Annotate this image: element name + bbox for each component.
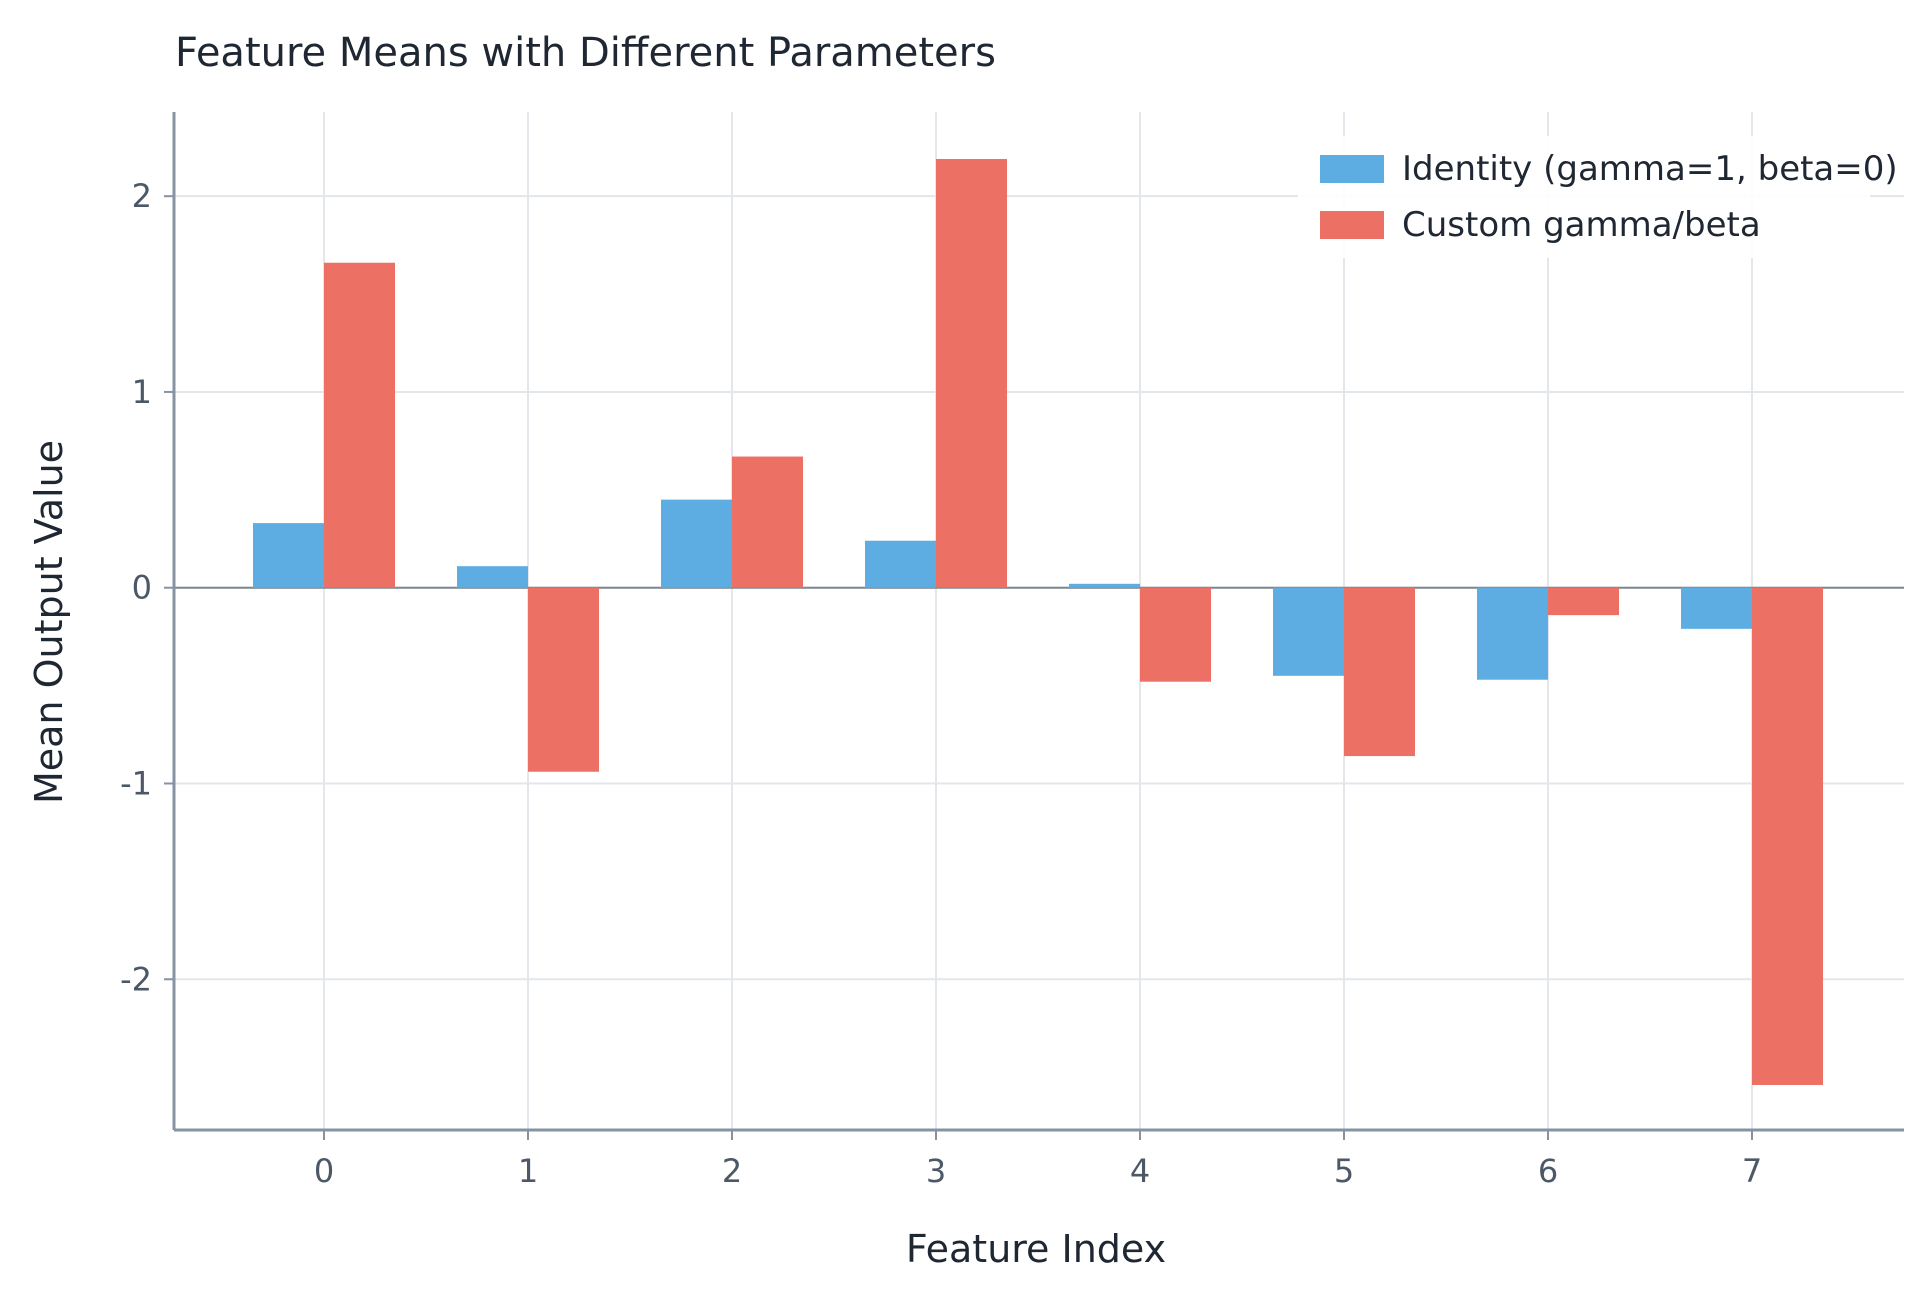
- legend-label-custom: Custom gamma/beta: [1402, 205, 1761, 245]
- y-tick-label: -2: [120, 960, 152, 998]
- y-axis-label: Mean Output Value: [27, 440, 71, 804]
- legend-swatch-identity: [1320, 155, 1384, 183]
- bar-custom-5: [1344, 587, 1415, 757]
- bar-identity-2: [661, 499, 732, 588]
- bar-identity-6: [1477, 587, 1548, 680]
- y-tick-label: 2: [132, 177, 152, 215]
- grid: [174, 112, 1904, 1130]
- x-tick-label: 2: [722, 1152, 742, 1190]
- bar-custom-3: [936, 158, 1007, 588]
- x-tick-label: 6: [1538, 1152, 1558, 1190]
- y-ticks: -2 -1 0 1 2: [120, 177, 174, 998]
- x-axis-label: Feature Index: [906, 1227, 1166, 1271]
- y-tick-label: -1: [120, 764, 152, 802]
- legend: Identity (gamma=1, beta=0) Custom gamma/…: [1298, 136, 1898, 258]
- x-ticks: 0 1 2 3 4 5 6 7: [314, 1130, 1762, 1190]
- y-tick-label: 1: [132, 373, 152, 411]
- bars: [253, 158, 1823, 1085]
- legend-label-identity: Identity (gamma=1, beta=0): [1402, 149, 1898, 189]
- bar-custom-7: [1752, 587, 1823, 1085]
- bar-identity-7: [1681, 587, 1752, 629]
- bar-identity-3: [865, 540, 936, 588]
- bar-custom-6: [1548, 587, 1619, 616]
- bar-custom-2: [732, 456, 803, 588]
- bar-identity-1: [457, 566, 528, 588]
- x-tick-label: 3: [926, 1152, 946, 1190]
- bar-custom-0: [324, 262, 395, 588]
- legend-swatch-custom: [1320, 211, 1384, 239]
- x-tick-label: 5: [1334, 1152, 1354, 1190]
- x-tick-label: 0: [314, 1152, 334, 1190]
- bar-custom-4: [1140, 587, 1211, 682]
- bar-identity-0: [253, 523, 324, 588]
- bar-identity-4: [1069, 583, 1140, 588]
- chart-title: Feature Means with Different Parameters: [175, 30, 996, 76]
- y-tick-label: 0: [132, 569, 152, 607]
- bar-custom-1: [528, 587, 599, 772]
- x-tick-label: 7: [1742, 1152, 1762, 1190]
- x-tick-label: 4: [1130, 1152, 1150, 1190]
- bar-identity-5: [1273, 587, 1344, 676]
- legend-background: [1298, 136, 1870, 258]
- x-tick-label: 1: [518, 1152, 538, 1190]
